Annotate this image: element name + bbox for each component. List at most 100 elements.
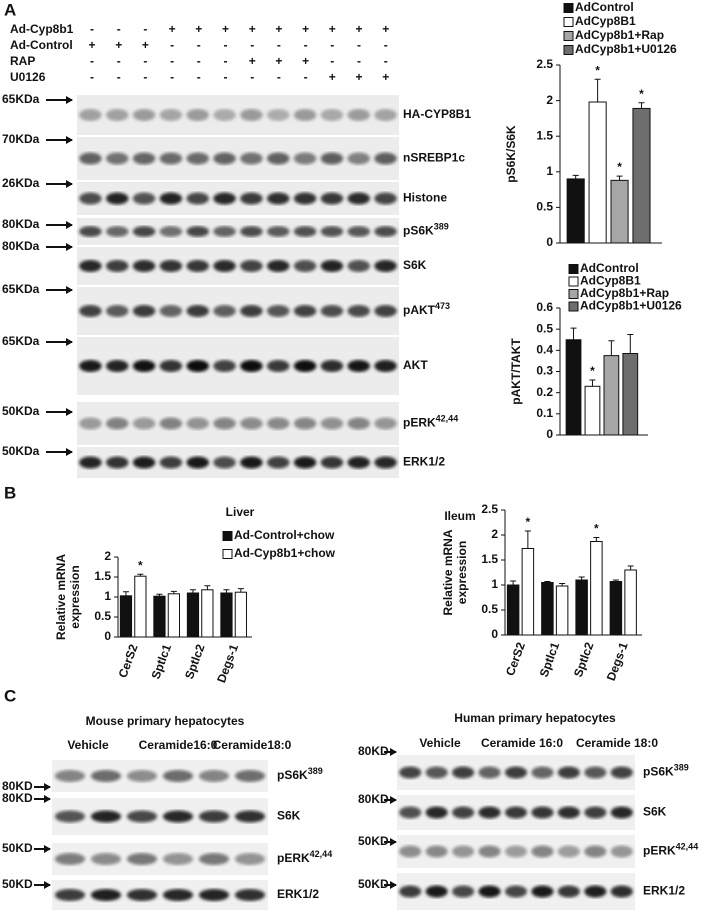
legend-label: Ad-Control+chow — [234, 528, 335, 542]
size-marker: 80KD — [2, 791, 33, 805]
band — [186, 456, 210, 469]
band — [186, 226, 210, 237]
band — [266, 305, 290, 317]
x-tick-label: Sptlc2 — [182, 642, 208, 681]
blot-background — [77, 402, 399, 445]
band — [79, 109, 102, 121]
band — [293, 192, 317, 205]
band — [105, 109, 129, 121]
legend-swatch — [563, 17, 574, 27]
blot-bands — [399, 806, 633, 819]
band — [478, 766, 501, 779]
blot-label: ERK1/2 — [643, 884, 685, 898]
blot-bands — [79, 305, 397, 317]
treatment-sign: + — [249, 54, 256, 68]
band — [105, 417, 129, 430]
band — [374, 260, 397, 272]
band — [610, 766, 633, 779]
band — [320, 152, 344, 165]
blot-label-text: S6K — [277, 809, 301, 823]
band — [186, 417, 210, 430]
treatment-sign: - — [250, 38, 254, 52]
band — [105, 360, 129, 372]
panel-label: B — [4, 483, 16, 502]
treatment-sign: - — [330, 38, 334, 52]
x-tick-label: Degs-1 — [604, 640, 631, 683]
band — [90, 889, 122, 901]
band — [374, 360, 397, 372]
panel-label: C — [4, 686, 16, 705]
error-bar — [237, 588, 244, 593]
band — [293, 417, 317, 430]
error-bar — [616, 175, 623, 181]
band — [132, 360, 156, 372]
band — [320, 417, 344, 430]
treatment-sign: - — [224, 54, 228, 68]
treatment-sign: - — [330, 54, 334, 68]
y-tick-label: 0.5 — [536, 200, 553, 214]
y-tick-label: 0.2 — [536, 385, 553, 399]
group-label: Ceramide18:0 — [213, 738, 292, 752]
blot-label: ERK1/2 — [403, 455, 445, 469]
treatment-sign: + — [169, 22, 176, 36]
treatment-name: RAP — [10, 54, 35, 68]
significance-marker: * — [590, 364, 595, 378]
band — [293, 109, 317, 121]
band — [132, 109, 156, 121]
band — [213, 360, 236, 372]
group-label: Vehicle — [419, 736, 461, 750]
y-tick-label: 0 — [104, 629, 111, 643]
treatment-sign: - — [117, 22, 121, 36]
band — [213, 192, 236, 205]
blot-bands — [79, 360, 397, 372]
legend-swatch — [568, 289, 579, 299]
band — [126, 889, 158, 901]
band — [293, 260, 317, 272]
band — [240, 152, 263, 165]
size-marker: 26KDa — [2, 176, 40, 190]
band — [347, 109, 371, 121]
band — [347, 260, 371, 272]
bar — [632, 107, 651, 244]
treatment-sign: + — [195, 22, 202, 36]
bar — [186, 592, 200, 638]
blot-label-sup: 42,44 — [310, 849, 333, 859]
band — [162, 853, 194, 865]
bar — [609, 581, 623, 636]
blot-label-sup: 42,44 — [436, 414, 459, 424]
band — [504, 806, 528, 819]
blot-label: S6K — [403, 258, 427, 272]
treatment-sign: - — [170, 54, 174, 68]
band — [374, 456, 397, 469]
blot-label: ERK1/2 — [277, 887, 319, 901]
band — [198, 853, 230, 865]
band — [293, 152, 317, 165]
band — [159, 152, 183, 165]
band — [557, 806, 580, 819]
bar — [506, 584, 520, 636]
band — [320, 226, 344, 237]
blot-label-text: AKT — [403, 358, 428, 372]
band — [240, 417, 263, 430]
legend-label: AdCyp8b1+U0126 — [575, 42, 677, 56]
blot-label-text: pS6K — [403, 224, 434, 238]
band — [266, 417, 290, 430]
treatment-sign: - — [170, 70, 174, 84]
band — [186, 192, 210, 205]
treatment-sign: - — [277, 38, 281, 52]
treatment-sign: + — [382, 70, 389, 84]
band — [293, 226, 317, 237]
bar — [565, 339, 582, 436]
band — [234, 810, 266, 823]
treatment-sign: - — [143, 22, 147, 36]
band — [132, 417, 156, 430]
band — [531, 806, 554, 819]
band — [320, 456, 344, 469]
bar — [521, 548, 535, 636]
group-label: Ceramide 18:0 — [576, 736, 658, 750]
treatment-sign: + — [275, 22, 282, 36]
band — [504, 766, 528, 779]
blot-bands — [54, 770, 266, 782]
blot-label-text: pERK — [403, 416, 436, 430]
band — [79, 456, 102, 469]
